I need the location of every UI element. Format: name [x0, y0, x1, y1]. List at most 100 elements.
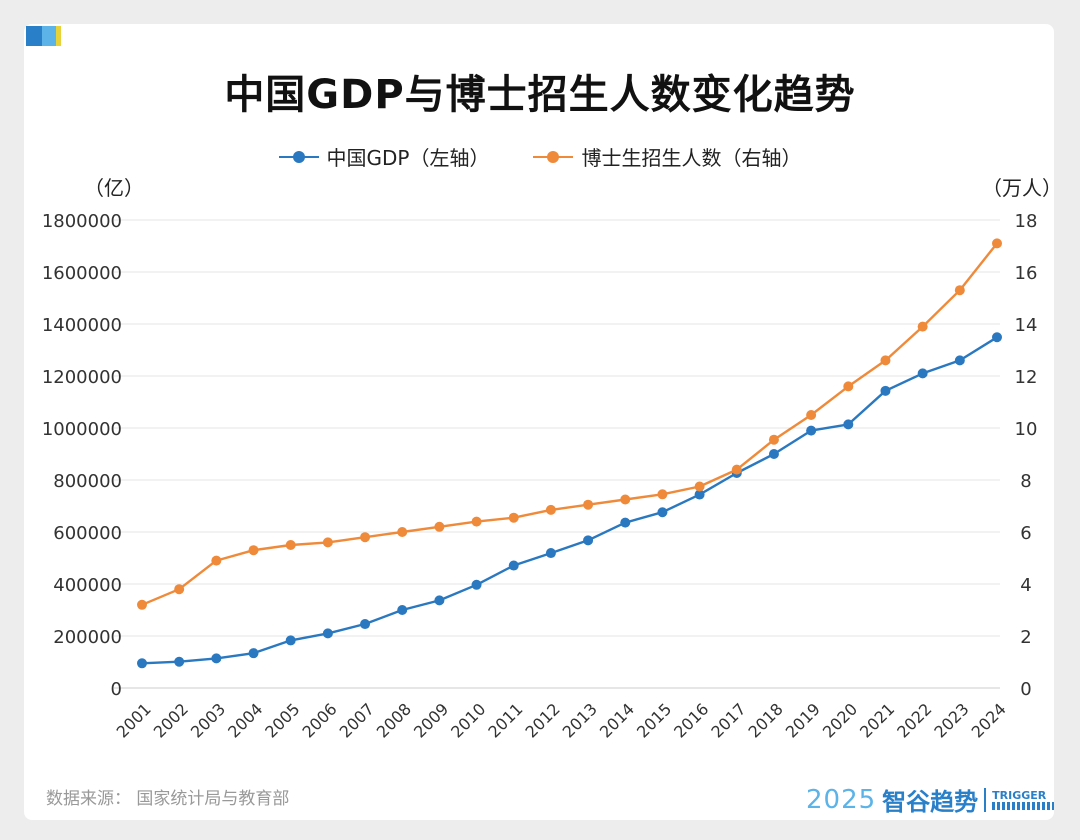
data-point-gdp [397, 605, 408, 615]
x-tick-label: 2023 [930, 699, 972, 741]
legend-label-gdp: 中国GDP（左轴） [326, 146, 490, 170]
data-point-gdp [174, 656, 185, 667]
left-axis-unit: （亿） [84, 176, 144, 200]
data-point-gdp [211, 653, 222, 664]
data-point-phd [917, 321, 928, 332]
data-point-phd [211, 555, 222, 566]
y-left-tick-label: 1200000 [42, 367, 122, 388]
legend-marker-phd [533, 150, 574, 163]
data-point-phd [731, 464, 742, 475]
y-left-tick-label: 1800000 [42, 211, 122, 232]
y-right-tick-label: 4 [1020, 575, 1031, 596]
data-point-gdp [954, 355, 965, 366]
y-right-tick-label: 8 [1020, 471, 1031, 492]
x-tick-label: 2011 [484, 699, 526, 741]
data-point-phd [694, 481, 705, 492]
data-point-phd [285, 540, 296, 550]
x-tick-label: 2010 [447, 699, 489, 741]
data-point-phd [397, 527, 408, 537]
right-axis-unit: （万人） [982, 176, 1062, 200]
data-point-gdp [880, 385, 891, 396]
x-tick-label: 2019 [782, 699, 824, 741]
data-point-gdp [694, 489, 705, 500]
y-left-tick-label: 400000 [53, 575, 122, 596]
corner-tag-light-blue [42, 26, 56, 46]
data-point-gdp [583, 535, 594, 546]
data-point-gdp [806, 425, 817, 436]
brand-english: TRIGGER [992, 788, 1055, 810]
data-source-note: 数据来源： 国家统计局与教育部 [46, 789, 290, 809]
data-point-phd [806, 410, 817, 420]
data-point-phd [508, 512, 519, 523]
data-point-phd [545, 504, 556, 515]
y-left-tick-label: 600000 [53, 523, 122, 544]
y-right-tick-label: 14 [1015, 315, 1038, 336]
data-point-gdp [508, 560, 519, 571]
y-left-tick-label: 1400000 [42, 315, 122, 336]
legend-label-phd: 博士生招生人数（右轴） [581, 146, 802, 170]
y-right-tick-label: 2 [1020, 627, 1031, 648]
x-tick-label: 2024 [968, 699, 1010, 741]
data-point-phd [657, 489, 668, 500]
y-right-tick-label: 18 [1015, 211, 1038, 232]
x-tick-label: 2009 [410, 699, 452, 741]
data-point-phd [360, 532, 371, 543]
data-point-gdp [137, 658, 147, 669]
x-tick-label: 2008 [373, 699, 415, 741]
y-left-tick-label: 200000 [53, 627, 122, 648]
data-point-phd [620, 494, 631, 505]
data-point-gdp [917, 368, 928, 379]
data-point-gdp [360, 619, 371, 630]
x-tick-label: 2020 [819, 699, 861, 741]
data-point-gdp [434, 595, 445, 606]
data-point-phd [248, 545, 259, 556]
x-tick-label: 2021 [856, 699, 898, 741]
brand-barcode [992, 801, 1055, 810]
y-left-tick-label: 1000000 [42, 419, 122, 440]
brand-name: 智谷趋势 [882, 788, 979, 816]
x-tick-label: 2002 [150, 699, 192, 741]
data-point-gdp [471, 579, 482, 590]
x-tick-label: 2017 [707, 699, 749, 741]
legend-item-gdp: 中国GDP（左轴） [278, 142, 490, 171]
x-tick-label: 2018 [745, 699, 787, 741]
x-tick-label: 2014 [596, 699, 638, 741]
data-point-phd [880, 355, 891, 366]
data-point-gdp [620, 517, 631, 528]
brand-logo: 2025 智谷趋势 TRIGGER [806, 782, 1055, 817]
y-right-tick-label: 6 [1020, 523, 1031, 544]
data-point-gdp [657, 507, 668, 518]
data-point-gdp [545, 548, 556, 559]
series-line-gdp [141, 336, 998, 665]
data-point-gdp [285, 635, 296, 646]
y-right-tick-label: 10 [1015, 419, 1038, 440]
data-point-phd [471, 516, 482, 527]
legend: 中国GDP（左轴） 博士生招生人数（右轴） [0, 142, 1080, 171]
brand-divider [984, 787, 987, 812]
x-tick-label: 2007 [336, 699, 378, 741]
y-left-tick-label: 0 [111, 679, 122, 700]
data-point-phd [137, 599, 147, 610]
x-tick-label: 2016 [670, 699, 712, 741]
data-point-gdp [843, 419, 854, 430]
data-point-gdp [322, 628, 333, 639]
x-tick-label: 2013 [559, 699, 601, 741]
brand-english-text: TRIGGER [992, 788, 1047, 802]
data-point-phd [174, 584, 185, 595]
x-tick-label: 2012 [522, 699, 564, 741]
legend-marker-gdp [278, 150, 319, 163]
y-right-tick-label: 12 [1015, 367, 1038, 388]
y-left-tick-label: 800000 [53, 471, 122, 492]
data-point-gdp [248, 648, 259, 659]
y-right-tick-label: 16 [1015, 263, 1038, 284]
x-tick-label: 2006 [298, 699, 340, 741]
corner-tag-yellow [56, 26, 61, 46]
data-point-phd [843, 381, 854, 392]
x-tick-label: 2015 [633, 699, 675, 741]
data-point-phd [434, 521, 445, 532]
data-point-phd [954, 285, 965, 296]
data-point-phd [768, 434, 779, 445]
brand-year: 2025 [806, 784, 877, 815]
data-point-phd [992, 238, 1002, 249]
